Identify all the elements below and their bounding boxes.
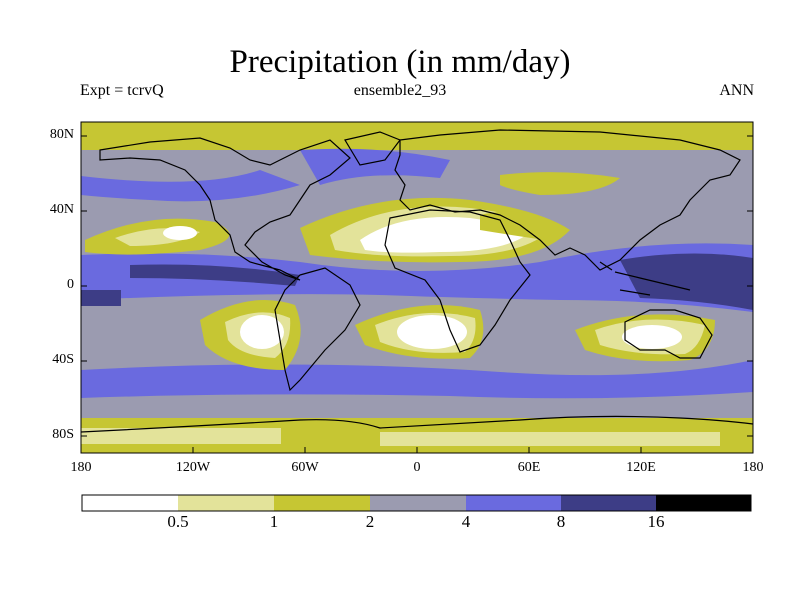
lat-tick-label: 80N [49, 127, 74, 142]
south-america-coast [274, 267, 361, 392]
colorbar-label: 16 [647, 512, 665, 531]
arctic-dry-band [81, 122, 753, 150]
lat-tick-label: 40N [49, 202, 74, 217]
coastlines [80, 129, 754, 433]
indian-ocean-dry-zone [480, 211, 560, 240]
southeast-pacific-driest [240, 315, 284, 349]
colorbar-swatch [656, 495, 751, 511]
southern-ocean-storm-track [81, 360, 753, 399]
maritime-continent-coast [599, 261, 691, 296]
central-asia-dry-zone [500, 172, 620, 195]
eurasia-coast [394, 129, 741, 271]
map-title: Precipitation (in mm/day) [229, 44, 571, 80]
colorbar-swatch [82, 495, 178, 511]
colorbar-swatch [466, 495, 561, 511]
west-pacific-warm-pool [620, 253, 753, 310]
central-pacific-core [81, 290, 121, 306]
colorbar-swatch [178, 495, 274, 511]
lat-tick-label: 0 [67, 277, 74, 292]
lon-tick-label: 120W [175, 460, 211, 475]
colorbar-label: 4 [461, 512, 471, 531]
tick-marks [80, 135, 754, 453]
itcz-rain-belt [81, 243, 753, 312]
north-america-coast [99, 137, 351, 281]
lon-tick-label: 120E [626, 460, 656, 475]
lon-tick-label: 60W [291, 460, 319, 475]
east-pacific-itcz-core [130, 264, 300, 286]
north-pacific-storm-track [81, 170, 300, 202]
lat-tick-label: 40S [52, 352, 74, 367]
lon-tick-label: 180 [70, 460, 92, 475]
africa-coast [384, 209, 531, 353]
antarctica-coast [80, 415, 754, 433]
colorbar-frame [81, 494, 752, 512]
antarctic-very-dry-band [380, 432, 720, 446]
colorbar-swatch [561, 495, 656, 511]
australia-driest [622, 325, 682, 349]
lon-tick-label: 60E [517, 460, 541, 475]
colorbar-label: 2 [365, 512, 375, 531]
colorbar-label: 0.5 [167, 512, 189, 531]
experiment-label: Expt = tcrvQ [80, 82, 164, 99]
season-label: ANN [719, 82, 754, 99]
colorbar-swatch [274, 495, 370, 511]
lon-tick-label: 180 [742, 460, 764, 475]
ensemble-label: ensemble2_93 [353, 82, 447, 99]
greenland-coast [344, 131, 401, 166]
lon-tick-label: 0 [413, 460, 421, 475]
lat-tick-label: 80S [52, 427, 74, 442]
antarctic-dry-left [81, 428, 281, 444]
northeast-pacific-driest [163, 226, 197, 240]
southern-africa-driest [397, 315, 467, 349]
colorbar-swatch [370, 495, 466, 511]
colorbar-label: 8 [556, 512, 566, 531]
colorbar-label: 1 [269, 512, 279, 531]
australia-coast [624, 309, 713, 359]
colorbar [81, 494, 752, 512]
north-atlantic-storm-track [300, 148, 450, 185]
